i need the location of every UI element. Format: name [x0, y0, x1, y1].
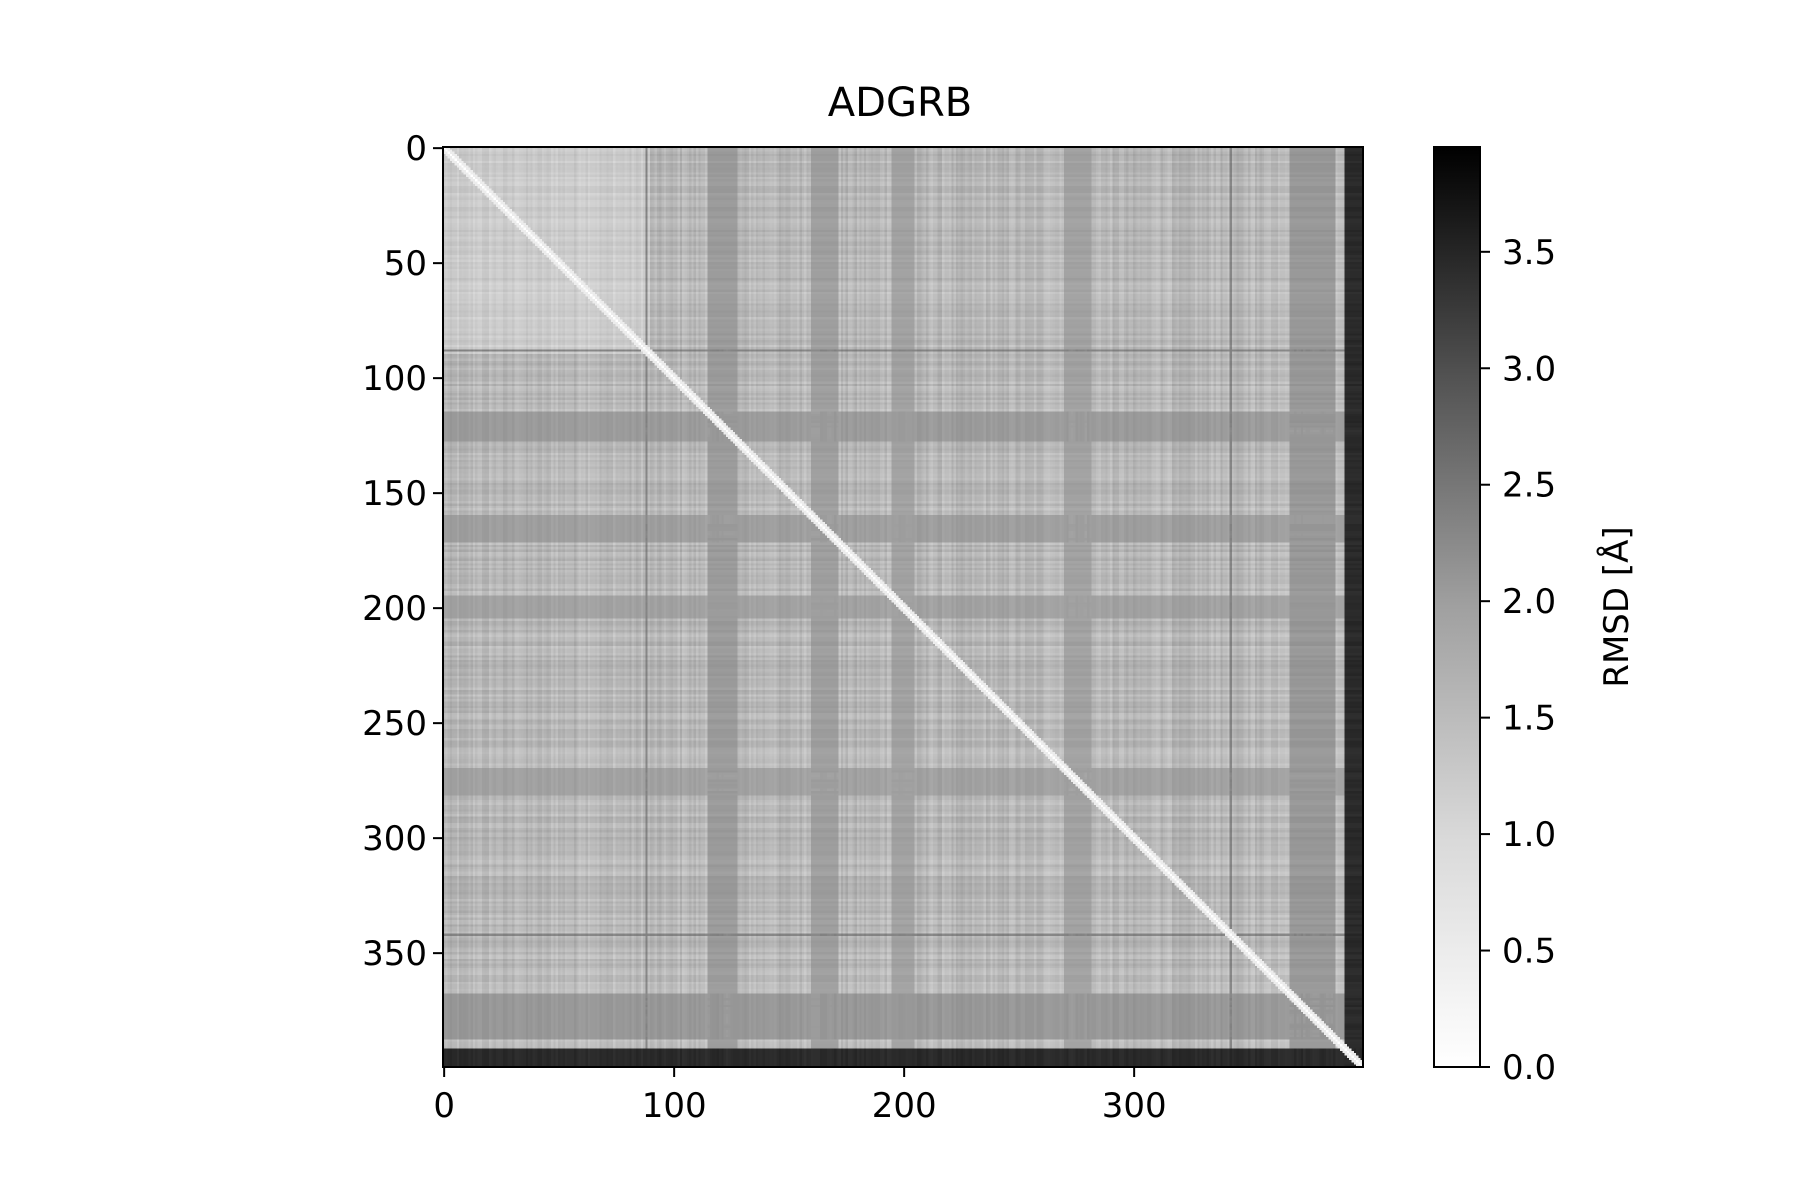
y-tick-label: 0	[405, 129, 427, 169]
colorbar-ticks: 0.0 0.5 1.0 1.5 2.0 2.5 3.0 3.5	[1480, 233, 1556, 1088]
y-tick-label: 300	[362, 819, 427, 859]
colorbar-tick-label: 0.5	[1502, 932, 1556, 972]
colorbar-tick-label: 2.0	[1502, 582, 1556, 622]
y-tick-label: 250	[362, 704, 427, 744]
y-tick-label: 50	[384, 244, 427, 284]
heatmap-frame	[442, 146, 1364, 1068]
rmsd-heatmap-image	[443, 147, 1363, 1067]
colorbar-gradient	[1433, 146, 1481, 1068]
colorbar-label: RMSD [Å]	[1596, 526, 1637, 687]
colorbar-tick-label: 1.5	[1502, 699, 1556, 739]
x-tick-label: 300	[1102, 1086, 1167, 1126]
colorbar-tick-label: 3.5	[1502, 233, 1556, 273]
heatmap-area	[442, 146, 1364, 1068]
chart-title: ADGRB	[828, 80, 972, 126]
x-tick-label: 0	[433, 1086, 455, 1126]
y-tick-label: 200	[362, 589, 427, 629]
y-tick-label: 350	[362, 934, 427, 974]
colorbar-tick-label: 2.5	[1502, 466, 1556, 506]
colorbar-tick-label: 0.0	[1502, 1048, 1556, 1088]
x-axis: 0 100 200 300	[433, 1067, 1167, 1126]
y-axis: 0 50 100 150 200 250 300 350	[362, 129, 443, 974]
y-tick-label: 150	[362, 474, 427, 514]
colorbar-tick-label: 3.0	[1502, 349, 1556, 389]
y-tick-label: 100	[362, 359, 427, 399]
x-tick-label: 200	[872, 1086, 937, 1126]
x-tick-label: 100	[642, 1086, 707, 1126]
colorbar: 0.0 0.5 1.0 1.5 2.0 2.5 3.0 3.5 RMSD [Å]	[1433, 146, 1637, 1088]
colorbar-tick-label: 1.0	[1502, 815, 1556, 855]
